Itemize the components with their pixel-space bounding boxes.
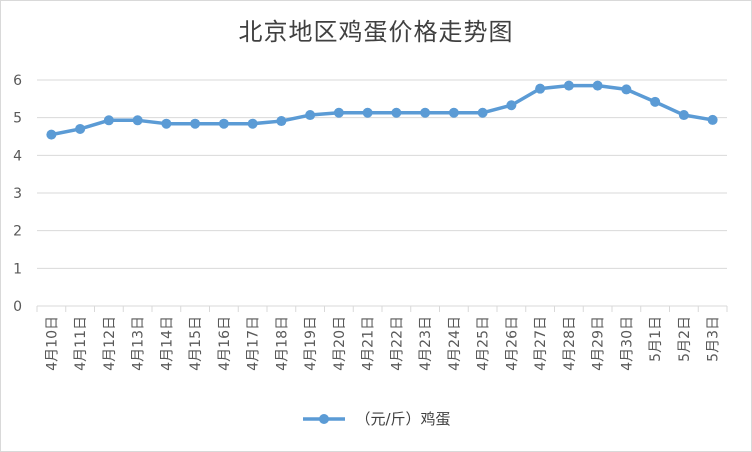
data-point (276, 116, 287, 127)
x-tick-label: 4月17日 (246, 316, 262, 371)
x-tick-label: 4月26日 (504, 316, 520, 371)
x-tick-label: 5月2日 (677, 316, 693, 362)
y-tick-label: 2 (13, 224, 22, 240)
data-point (218, 118, 229, 129)
x-tick-label: 4月11日 (73, 316, 89, 371)
y-tick-label: 5 (13, 111, 22, 127)
data-point (391, 107, 402, 118)
x-tick-label: 4月27日 (533, 316, 549, 371)
x-tick-label: 4月14日 (159, 316, 175, 371)
data-point (592, 80, 603, 91)
x-tick-label: 4月22日 (389, 316, 405, 371)
data-point (132, 115, 143, 126)
x-tick-label: 4月23日 (418, 316, 434, 371)
data-point (190, 118, 201, 129)
data-point (650, 96, 661, 107)
x-tick-label: 4月24日 (447, 316, 463, 371)
data-point (75, 123, 86, 134)
x-tick-label: 4月19日 (303, 316, 319, 371)
x-tick-label: 4月20日 (332, 316, 348, 371)
series-line (49, 83, 715, 137)
x-tick-label: 4月30日 (619, 316, 635, 371)
data-point (707, 114, 718, 125)
x-tick-label: 5月3日 (706, 316, 722, 362)
x-tick-label: 5月1日 (648, 316, 664, 362)
y-tick-label: 6 (13, 73, 22, 89)
x-tick-label: 4月29日 (591, 316, 607, 371)
x-tick-label: 4月15日 (188, 316, 204, 371)
legend: （元/斤）鸡蛋 (0, 408, 752, 429)
data-point (506, 100, 517, 111)
data-point (563, 80, 574, 91)
x-tick-label: 4月12日 (102, 316, 118, 371)
x-tick-label: 4月25日 (476, 316, 492, 371)
data-point (46, 129, 57, 140)
x-tick-label: 4月10日 (44, 316, 60, 371)
y-tick-label: 0 (13, 299, 22, 315)
data-point (103, 115, 114, 126)
data-point (535, 83, 546, 94)
data-point (420, 107, 431, 118)
data-point (678, 110, 689, 121)
legend-label: （元/斤）鸡蛋 (355, 410, 451, 428)
data-point (362, 107, 373, 118)
data-point (247, 118, 258, 129)
chart-title: 北京地区鸡蛋价格走势图 (238, 18, 514, 46)
data-point (305, 110, 316, 121)
data-point (333, 107, 344, 118)
x-tick-label: 4月18日 (274, 316, 290, 371)
data-point (161, 118, 172, 129)
y-tick-label: 1 (13, 261, 22, 277)
data-point (621, 84, 632, 95)
x-tick-label: 4月21日 (361, 316, 377, 371)
y-tick-label: 3 (13, 186, 22, 202)
y-tick-label: 4 (13, 148, 22, 164)
x-tick-label: 4月28日 (562, 316, 578, 371)
x-tick-label: 4月16日 (217, 316, 233, 371)
x-tick-label: 4月13日 (131, 316, 147, 371)
legend-marker (303, 413, 346, 424)
data-point (448, 107, 459, 118)
data-point (477, 107, 488, 118)
